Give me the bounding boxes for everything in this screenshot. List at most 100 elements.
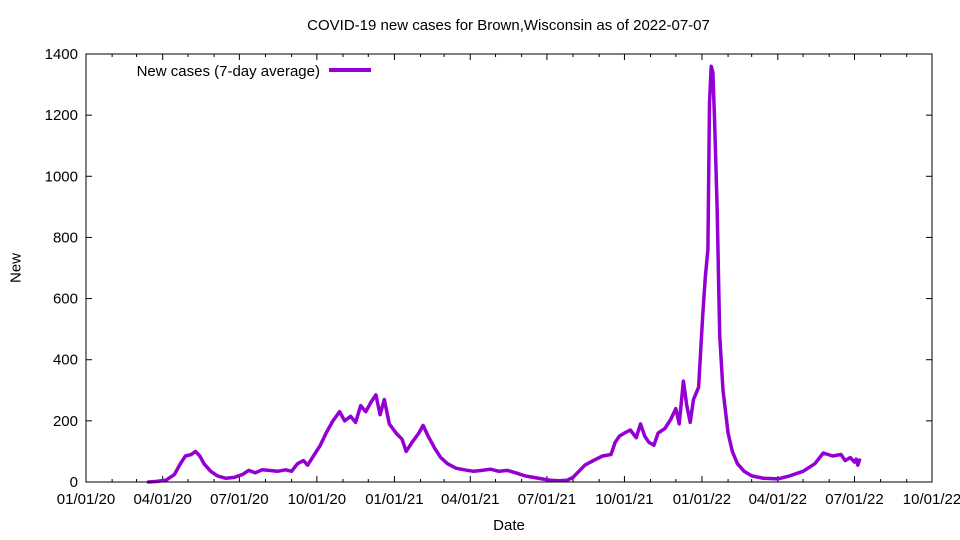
data-point [623, 432, 626, 434]
x-tick-label: 10/01/20 [288, 491, 346, 508]
data-point [375, 394, 377, 396]
data-point [216, 475, 219, 477]
data-point [401, 438, 403, 441]
data-point [697, 386, 700, 389]
data-point [704, 276, 707, 279]
data-point [325, 432, 327, 434]
data-point [203, 462, 205, 465]
data-point [557, 480, 560, 482]
y-tick-label: 1000 [45, 168, 78, 185]
data-point [290, 470, 293, 473]
data-point [209, 470, 212, 473]
data-point [822, 452, 825, 454]
data-point [648, 441, 650, 444]
data-point [411, 441, 413, 444]
data-point [338, 410, 341, 413]
data-point [566, 479, 568, 482]
x-tick: 04/01/21 [441, 54, 499, 508]
data-point [584, 464, 586, 467]
data-point [276, 470, 279, 473]
x-axis-label: Date [493, 517, 525, 534]
data-point [639, 423, 642, 425]
data-point [405, 450, 408, 453]
data-point [225, 477, 227, 480]
data-point [750, 475, 753, 477]
data-point [302, 459, 305, 462]
data-point [689, 421, 691, 424]
data-point [727, 432, 729, 434]
data-point [349, 415, 352, 418]
series-line [146, 64, 862, 484]
legend: New cases (7-day average) [137, 63, 371, 80]
data-point [296, 462, 299, 465]
data-point [455, 467, 457, 470]
data-point [853, 461, 856, 463]
y-tick: 400 [53, 352, 932, 369]
data-point [743, 470, 745, 473]
x-tick-label: 01/01/20 [57, 491, 115, 508]
data-point [463, 469, 466, 471]
x-tick: 07/01/21 [518, 54, 576, 508]
y-tick-label: 1400 [45, 46, 78, 63]
data-point [814, 462, 816, 465]
data-point [610, 453, 612, 456]
ticks-layer: 0 200 400 600 800 1000 1200 1400 01/01/20 04/01/2… [45, 46, 960, 508]
data-point [241, 473, 244, 476]
data-point [731, 450, 734, 453]
y-tick: 200 [53, 413, 932, 430]
data-point [379, 413, 381, 416]
data-point [199, 455, 201, 457]
data-point [643, 435, 646, 437]
x-tick-label: 07/01/21 [518, 491, 576, 508]
data-point [549, 479, 552, 482]
data-point [572, 476, 574, 479]
x-tick: 07/01/22 [825, 54, 884, 508]
x-tick-label: 10/01/21 [595, 491, 653, 508]
x-tick: 10/01/22 [903, 54, 960, 508]
x-tick: 10/01/21 [595, 54, 654, 508]
data-point [418, 432, 420, 434]
data-point [788, 475, 791, 477]
data-point [247, 469, 250, 472]
data-point [722, 389, 724, 392]
data-point [268, 469, 270, 472]
data-point [710, 65, 712, 67]
data-point [422, 424, 424, 427]
data-point [802, 470, 804, 473]
data-point [849, 456, 852, 459]
data-point [712, 71, 714, 74]
data-point [190, 453, 193, 456]
data-point [370, 401, 372, 404]
data-point [857, 464, 859, 467]
data-point [388, 423, 391, 425]
data-point [354, 421, 357, 424]
data-point [313, 453, 316, 456]
data-point [635, 436, 637, 439]
data-point [736, 462, 739, 465]
x-tick: 04/01/20 [133, 54, 192, 508]
data-point [498, 470, 500, 473]
data-point [514, 472, 517, 474]
data-point [427, 435, 429, 437]
x-tick-label: 01/01/21 [365, 491, 423, 508]
data-point [653, 444, 655, 447]
data-point [524, 475, 526, 477]
data-point [657, 432, 659, 434]
data-point [233, 476, 236, 479]
data-point [261, 469, 263, 471]
data-point [682, 380, 685, 382]
data-point [614, 441, 616, 444]
x-tick: 01/01/21 [365, 54, 424, 508]
data-point [365, 410, 367, 413]
x-tick-label: 01/01/22 [673, 491, 731, 508]
data-point [670, 418, 672, 421]
data-point [332, 420, 334, 422]
data-point [173, 473, 176, 476]
data-point [446, 462, 449, 465]
data-point [383, 398, 386, 401]
data-point [840, 453, 842, 456]
data-point [506, 469, 509, 472]
data-point [858, 459, 861, 461]
data-point [855, 458, 857, 460]
y-tick-label: 200 [53, 413, 78, 430]
